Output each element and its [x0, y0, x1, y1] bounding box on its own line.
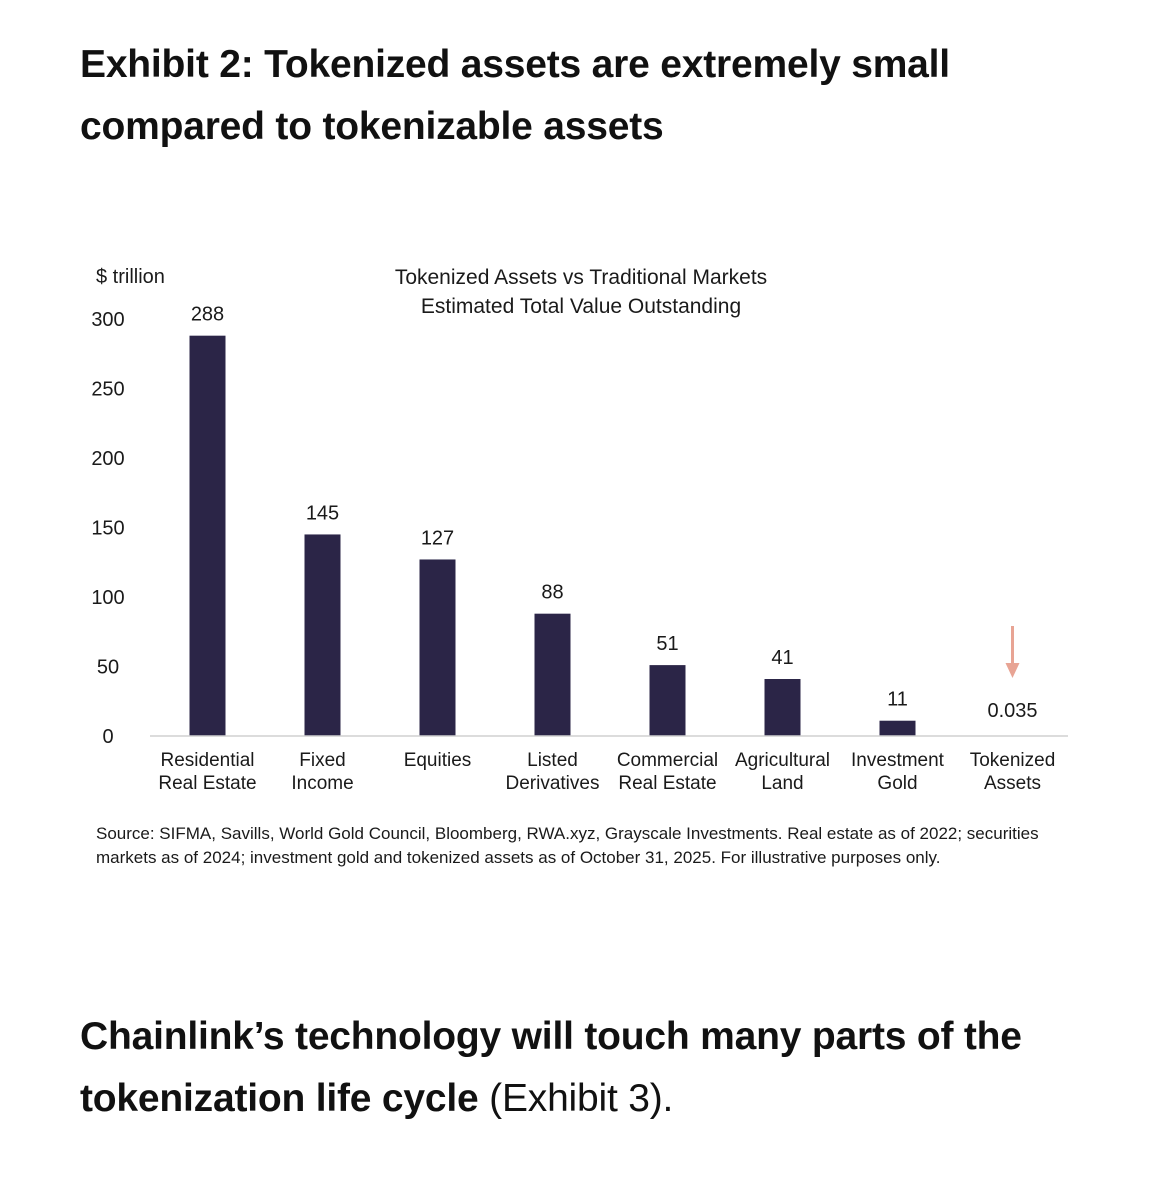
y-tick-label: 200 [91, 448, 124, 470]
bar-chart: $ trillion Tokenized Assets vs Tradition… [91, 266, 1068, 794]
y-tick-label: 300 [91, 309, 124, 331]
y-tick-label: 150 [91, 518, 124, 540]
category-label: Income [291, 773, 353, 794]
chart-title-line-2: Estimated Total Value Outstanding [421, 295, 741, 318]
bar [419, 559, 456, 736]
category-label: Equities [404, 750, 472, 771]
category-label: Real Estate [618, 773, 716, 794]
value-label: 127 [421, 527, 454, 549]
bars-group [189, 335, 1031, 736]
section-heading: Chainlink’s technology will touch many p… [80, 1006, 1120, 1130]
bar [879, 720, 916, 736]
section-heading-bold: Chainlink’s technology will touch many p… [80, 1015, 1022, 1120]
category-label: Commercial [617, 750, 718, 771]
bar [189, 335, 226, 736]
category-label: Land [761, 773, 803, 794]
value-label: 88 [541, 582, 563, 604]
bar [304, 534, 341, 736]
category-label: Tokenized [970, 750, 1056, 771]
category-label: Listed [527, 750, 578, 771]
bar [649, 665, 686, 736]
category-label: Assets [984, 773, 1041, 794]
source-note: Source: SIFMA, Savills, World Gold Counc… [96, 824, 1039, 867]
y-tick-label: 0 [102, 726, 113, 748]
value-label: 0.035 [987, 700, 1037, 722]
bar [534, 613, 571, 736]
category-label: Fixed [299, 750, 345, 771]
y-tick-label: 50 [97, 657, 119, 679]
value-label: 288 [191, 304, 224, 326]
y-tick-label: 100 [91, 587, 124, 609]
down-arrow-annotation [1005, 626, 1020, 678]
value-label: 145 [306, 502, 339, 524]
value-label: 51 [656, 633, 678, 655]
category-label: Gold [877, 773, 917, 794]
category-label: Derivatives [506, 773, 600, 794]
section-heading-reference: (Exhibit 3). [478, 1077, 674, 1120]
value-label: 41 [771, 647, 793, 669]
category-label: Agricultural [735, 750, 830, 771]
category-label: Investment [851, 750, 945, 771]
exhibit-title: Exhibit 2: Tokenized assets are extremel… [80, 43, 950, 148]
category-label: Real Estate [158, 773, 256, 794]
y-axis-ticks: 0 50 100 150 200 250 300 [91, 309, 124, 748]
category-label: Residential [161, 750, 255, 771]
y-axis-unit-label: $ trillion [96, 266, 165, 288]
bar [764, 679, 801, 736]
value-labels-group: 288 145 127 88 51 41 11 0.035 [191, 304, 1038, 722]
arrow-head [1005, 663, 1020, 678]
value-label: 11 [887, 689, 908, 711]
y-tick-label: 250 [91, 379, 124, 401]
chart-title-line-1: Tokenized Assets vs Traditional Markets [395, 266, 767, 289]
